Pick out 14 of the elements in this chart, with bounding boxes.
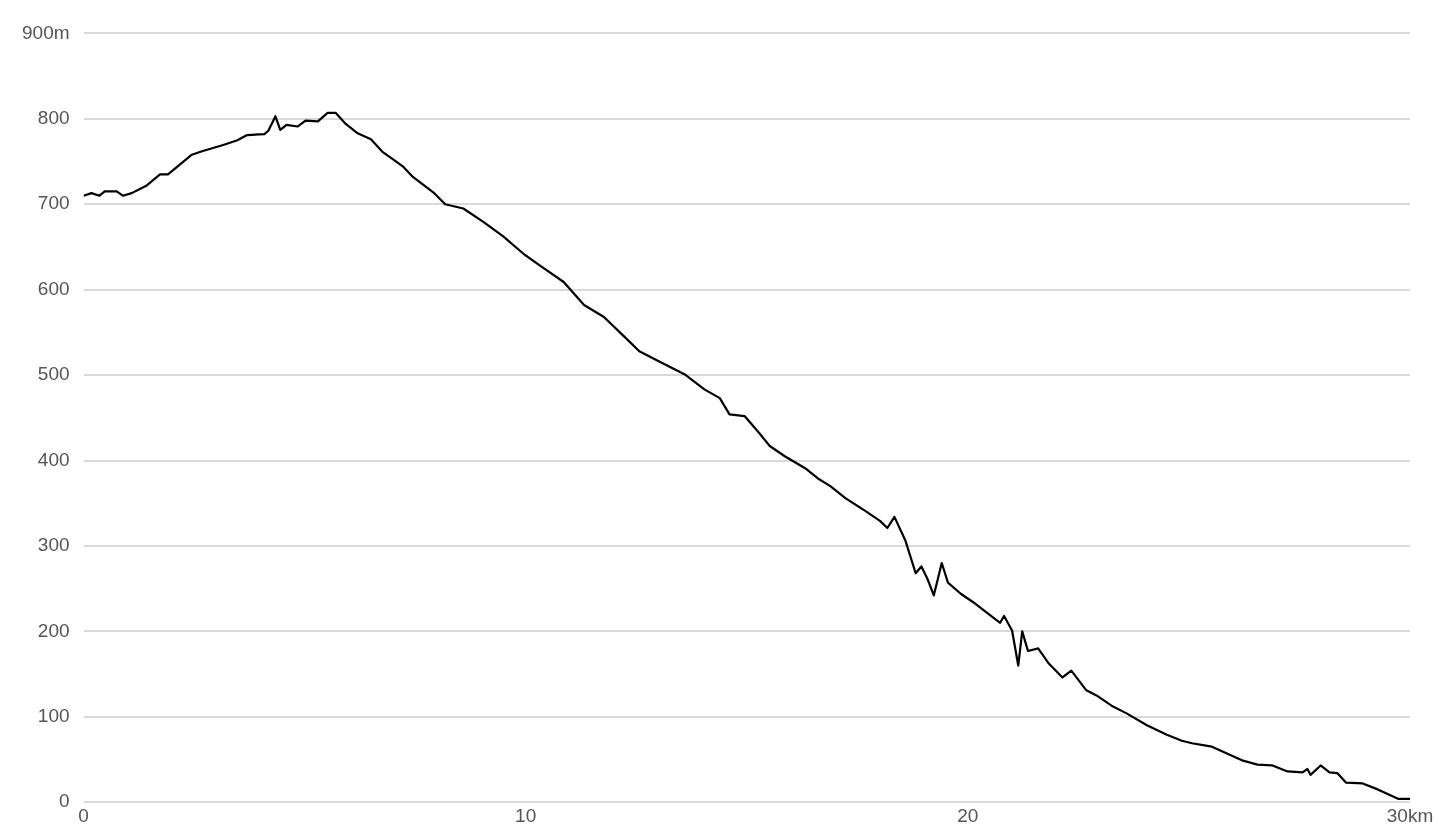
x-tick-label: 20 <box>957 804 979 826</box>
y-tick-label: 400 <box>37 448 70 470</box>
x-tick-label: 30km <box>1386 804 1434 826</box>
y-tick-label: 700 <box>37 192 70 214</box>
x-tick-label: 0 <box>78 804 89 826</box>
y-tick-label: 600 <box>37 277 70 299</box>
y-tick-label: 0 <box>58 790 70 812</box>
y-tick-label: 800 <box>37 107 70 129</box>
y-tick-label: 300 <box>37 534 70 556</box>
y-tick-label: 200 <box>37 619 70 641</box>
x-tick-label: 10 <box>515 804 537 826</box>
y-tick-label: 900m <box>22 21 70 43</box>
y-tick-label: 100 <box>37 705 70 727</box>
y-tick-label: 500 <box>37 363 70 385</box>
